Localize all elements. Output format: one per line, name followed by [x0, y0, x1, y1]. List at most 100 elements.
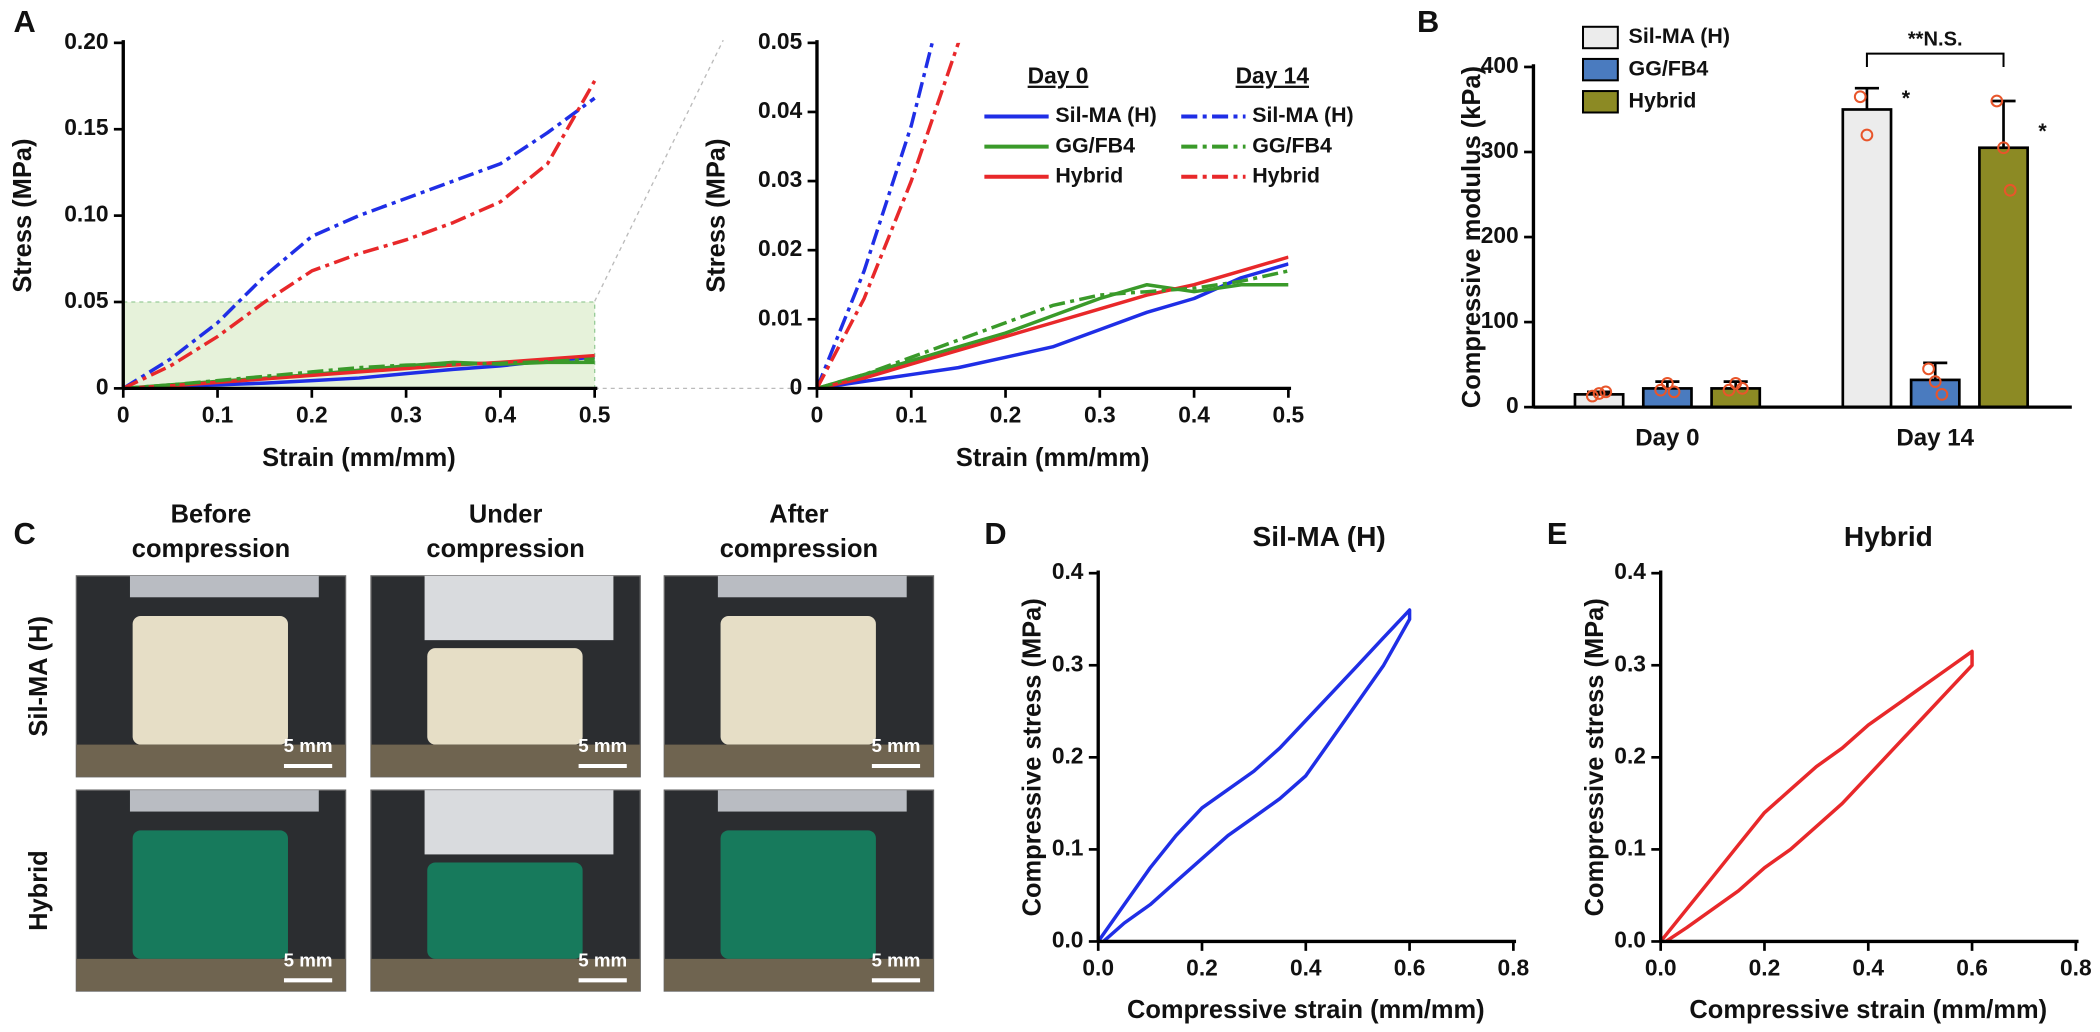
y-axis-label: Compressive stress (MPa)	[1019, 598, 1047, 916]
photo-plate	[371, 958, 641, 992]
bar	[1573, 393, 1625, 409]
x-tick-label: Day 0	[1635, 425, 1699, 452]
x-tick-label: 0.2	[1749, 955, 1781, 981]
photo-sample	[427, 648, 583, 745]
data-point	[1592, 387, 1606, 400]
y-tick-label: 200	[1481, 222, 1519, 248]
data-point	[1928, 375, 1942, 388]
x-tick-label: 0.0	[1082, 955, 1114, 981]
bar	[1641, 387, 1693, 409]
bar	[1841, 108, 1893, 409]
x-tick-label: Day 14	[1896, 425, 1974, 452]
annotation: **N.S.	[1908, 28, 1963, 50]
y-tick-label: 0.15	[64, 114, 109, 140]
row-label: Sil-MA (H)	[25, 616, 53, 737]
plot-lines	[1096, 608, 1412, 943]
y-tick-label: 0.1	[1614, 834, 1646, 860]
x-axis-label: Compressive strain (mm/mm)	[1127, 996, 1485, 1024]
legend-swatch	[1582, 90, 1619, 114]
y-tick-label: 0	[790, 373, 803, 399]
x-tick-label: 0.5	[1273, 402, 1305, 428]
x-tick-label: 0.4	[1178, 402, 1210, 428]
scale-bar-label: 5 mm	[284, 735, 333, 756]
y-tick-label: 0.05	[64, 287, 109, 313]
series-line	[816, 42, 961, 389]
series-line	[1659, 649, 1974, 943]
row-label: Hybrid	[25, 850, 53, 931]
data-point	[1654, 383, 1668, 397]
series-line	[1096, 608, 1412, 943]
photo-plate	[664, 744, 934, 777]
y-tick-label: 0.20	[64, 28, 108, 54]
y-tick-label: 100	[1481, 307, 1519, 333]
photo-fixture	[129, 790, 319, 812]
data-point	[1997, 141, 2010, 155]
x-tick-label: 0	[117, 402, 130, 428]
legend-label: Hybrid	[1629, 88, 1697, 112]
x-tick-label: 0.2	[990, 402, 1022, 428]
x-tick-label: 0.8	[2060, 955, 2092, 981]
photo-sample	[132, 616, 288, 745]
x-tick-label: 0.4	[1290, 955, 1322, 981]
data-point	[1667, 385, 1681, 399]
y-tick-label: 0.01	[758, 304, 803, 330]
x-tick-label: 0.2	[1186, 955, 1218, 981]
series-line	[816, 255, 1289, 389]
x-axis-label: Strain (mm/mm)	[956, 444, 1150, 472]
panel-letter: A	[13, 4, 35, 39]
series-line	[123, 357, 595, 391]
photo-fixture	[717, 575, 907, 598]
legend-swatch	[1582, 57, 1619, 82]
y-axis-label: Stress (MPa)	[9, 139, 37, 293]
y-tick-label: 0.2	[1614, 742, 1646, 768]
scale-bar-label: 5 mm	[578, 950, 627, 971]
series-line	[816, 269, 1289, 389]
data-point	[1661, 376, 1674, 390]
column-header: compression	[132, 535, 290, 563]
zoom-region	[122, 301, 596, 390]
legend-label: Sil-MA (H)	[1055, 103, 1156, 127]
data-point	[1990, 94, 2004, 108]
photo-fixture	[424, 575, 614, 641]
data-point	[1922, 362, 1935, 376]
photo-fixture	[717, 790, 907, 812]
panel-letter: D	[984, 516, 1006, 551]
x-tick-label: 0.8	[1498, 955, 1530, 981]
x-tick-label: 0.2	[296, 402, 328, 428]
y-tick-label: 0.04	[758, 97, 803, 123]
data-point	[2003, 183, 2017, 197]
column-header: Under	[469, 500, 543, 528]
y-tick-label: 0.05	[758, 28, 803, 54]
x-tick-label: 0.1	[202, 402, 234, 428]
series-line	[122, 96, 596, 390]
data-point	[1722, 383, 1736, 397]
photo-plate	[76, 744, 346, 777]
bar	[1909, 378, 1961, 409]
bar	[1978, 146, 2029, 409]
x-tick-label: 0.1	[895, 402, 927, 428]
panel-letter: E	[1547, 516, 1568, 551]
y-tick-label: 0	[96, 373, 109, 399]
scale-bar-label: 5 mm	[578, 735, 627, 756]
y-tick-label: 0.1	[1052, 834, 1084, 860]
column-header: After	[769, 500, 828, 528]
chart-title: Hybrid	[1844, 521, 1933, 552]
data-point	[1860, 128, 1874, 142]
legend-label: GG/FB4	[1055, 133, 1135, 157]
legend-swatch	[1582, 25, 1619, 50]
photo-plate	[76, 958, 346, 992]
zoom-connector	[594, 39, 724, 302]
significance-bracket	[1865, 52, 2005, 67]
x-tick-label: 0.3	[390, 402, 422, 428]
panel-letter: B	[1417, 4, 1439, 39]
x-tick-label: 0.6	[1394, 955, 1426, 981]
photo-plate	[371, 744, 641, 777]
scale-bar-label: 5 mm	[284, 950, 333, 971]
y-axis-label: Compressive modulus (kPa)	[1458, 66, 1486, 408]
legend-title: Day 14	[1236, 63, 1310, 89]
x-tick-label: 0.4	[485, 402, 517, 428]
x-tick-label: 0.5	[579, 402, 611, 428]
series-line	[816, 262, 1289, 389]
